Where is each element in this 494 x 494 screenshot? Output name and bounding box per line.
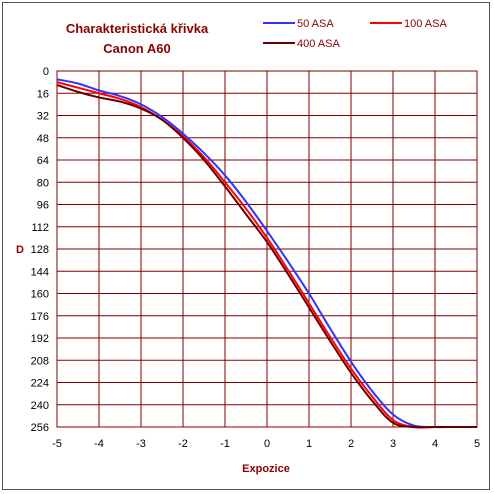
y-tick-label: 32 [37, 111, 49, 123]
y-tick-label: 160 [31, 289, 49, 301]
grid [56, 70, 478, 428]
legend-label: 400 ASA [297, 38, 340, 50]
y-tick-label: 64 [37, 155, 49, 167]
legend-label: 50 ASA [297, 18, 334, 30]
y-tick-label: 240 [31, 400, 49, 412]
plot-area-border [56, 70, 478, 428]
y-tick-label: 224 [31, 378, 49, 390]
y-tick-label: 192 [31, 333, 49, 345]
y-tick-label: 48 [37, 133, 49, 145]
x-tick-label: -1 [220, 438, 230, 450]
y-tick-label: 80 [37, 177, 49, 189]
x-tick-label: -3 [136, 438, 146, 450]
x-tick-label: 1 [306, 438, 312, 450]
x-tick-labels: -5 -4 -3 -2 -1 0 1 2 3 4 5 [52, 438, 480, 450]
series-layer [56, 78, 477, 429]
y-tick-label: 256 [31, 422, 49, 434]
y-tick-label: 112 [31, 222, 49, 234]
x-tick-label: 3 [390, 438, 396, 450]
y-tick-label: 128 [31, 244, 49, 256]
chart-subtitle: Canon A60 [103, 41, 170, 56]
chart-title: Charakteristická křivka [66, 21, 209, 36]
x-tick-label: 4 [432, 438, 438, 450]
series-line-400-asa [56, 83, 477, 429]
legend: 50 ASA 100 ASA 400 ASA [263, 18, 447, 50]
x-tick-label: 5 [474, 438, 480, 450]
y-tick-labels: 0 16 32 48 64 80 96 112 128 144 160 176 192 208 224 240… [31, 66, 49, 434]
y-tick-label: 16 [37, 88, 49, 100]
x-axis-label: Expozice [242, 463, 290, 475]
chart-frame [2, 2, 490, 490]
legend-label: 100 ASA [404, 18, 447, 30]
y-tick-label: 96 [37, 200, 49, 212]
y-tick-label: 0 [43, 66, 49, 78]
series-line-50-asa [56, 78, 477, 429]
x-tick-label: -2 [178, 438, 188, 450]
y-tick-label: 208 [31, 355, 49, 367]
y-tick-label: 144 [31, 266, 49, 278]
x-tick-label: 2 [348, 438, 354, 450]
y-tick-label: 176 [31, 311, 49, 323]
y-axis-label: D [16, 244, 24, 256]
x-tick-label: -4 [94, 438, 104, 450]
x-tick-label: 0 [264, 438, 270, 450]
x-tick-label: -5 [52, 438, 62, 450]
